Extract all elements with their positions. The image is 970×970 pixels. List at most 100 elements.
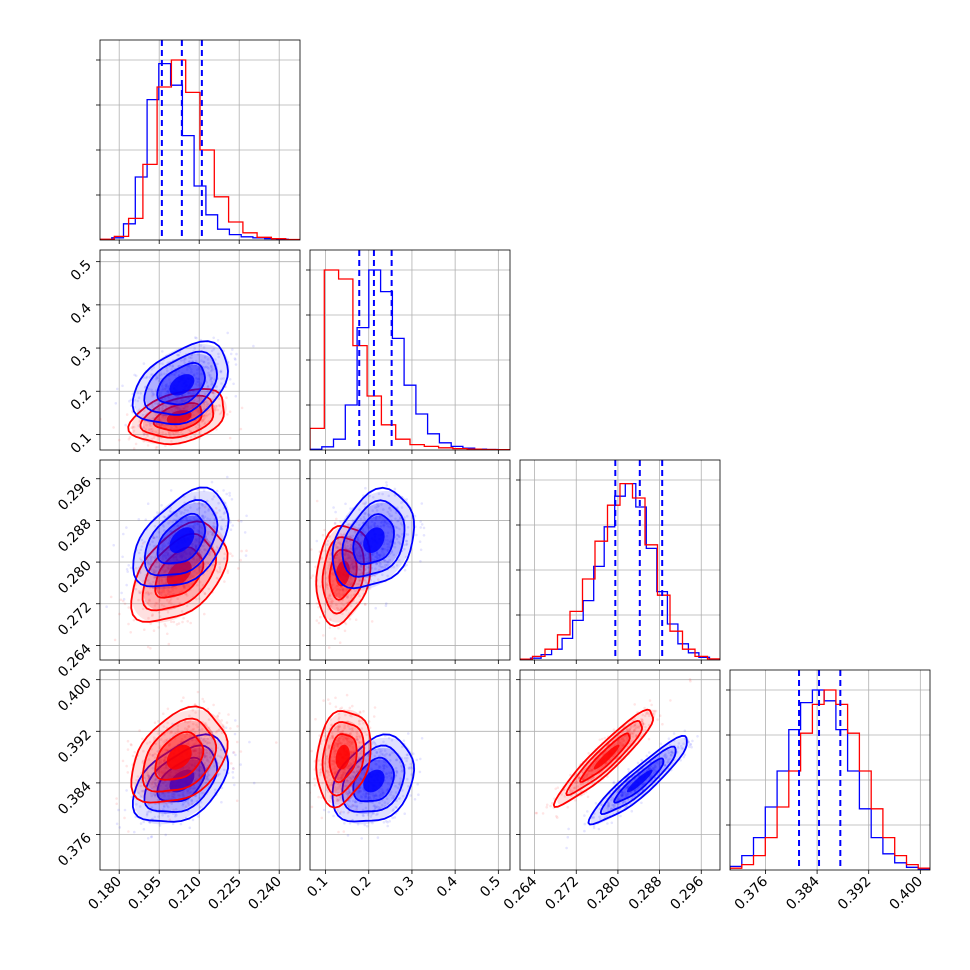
scatter-point bbox=[152, 780, 155, 784]
scatter-point bbox=[317, 605, 320, 609]
scatter-point bbox=[331, 583, 335, 586]
scatter-point bbox=[358, 722, 361, 726]
scatter-point bbox=[389, 771, 393, 775]
scatter-point bbox=[204, 537, 208, 541]
scatter-point bbox=[159, 424, 163, 427]
scatter-point bbox=[169, 431, 173, 434]
scatter-point bbox=[374, 805, 378, 809]
contour-0 bbox=[156, 756, 206, 803]
scatter-point bbox=[194, 359, 198, 363]
scatter-point bbox=[188, 791, 192, 795]
scatter-point bbox=[326, 543, 329, 546]
scatter-point bbox=[129, 743, 133, 746]
scatter-point bbox=[160, 590, 164, 593]
scatter-point bbox=[194, 753, 197, 756]
scatter-point bbox=[155, 535, 159, 539]
scatter-point bbox=[395, 537, 399, 541]
scatter-point bbox=[152, 393, 156, 396]
scatter-point bbox=[215, 511, 219, 515]
scatter-point bbox=[139, 557, 142, 560]
scatter-point bbox=[335, 554, 339, 557]
scatter-point bbox=[146, 773, 150, 777]
scatter-point bbox=[381, 794, 384, 798]
scatter-point bbox=[352, 775, 355, 779]
scatter-point bbox=[367, 526, 371, 529]
scatter-point bbox=[346, 779, 350, 783]
scatter-point bbox=[325, 582, 328, 585]
x-tick-label: 0.195 bbox=[125, 874, 165, 914]
contour-1 bbox=[328, 548, 358, 601]
scatter-point bbox=[377, 553, 381, 557]
scatter-point bbox=[178, 602, 181, 605]
scatter-point bbox=[184, 517, 188, 520]
scatter-point bbox=[647, 737, 651, 741]
scatter-point bbox=[144, 518, 148, 521]
scatter-point bbox=[201, 514, 204, 518]
scatter-point bbox=[161, 544, 164, 547]
scatter-point bbox=[355, 813, 359, 817]
scatter-point bbox=[379, 521, 383, 524]
scatter-point bbox=[219, 370, 222, 373]
scatter-point bbox=[348, 554, 352, 558]
panel-frame bbox=[99, 39, 301, 241]
scatter-point bbox=[347, 560, 350, 564]
panel-content bbox=[105, 475, 248, 650]
scatter-point bbox=[211, 391, 214, 395]
scatter-point bbox=[210, 731, 214, 734]
scatter-point bbox=[151, 405, 154, 408]
scatter-point bbox=[208, 375, 212, 379]
scatter-point bbox=[188, 826, 192, 830]
scatter-point bbox=[216, 715, 220, 718]
scatter-point bbox=[413, 798, 417, 801]
scatter-point bbox=[164, 593, 167, 597]
scatter-point bbox=[341, 773, 345, 777]
scatter-point bbox=[143, 540, 146, 544]
scatter-point bbox=[184, 357, 187, 361]
scatter-point bbox=[182, 551, 186, 555]
scatter-point bbox=[350, 562, 354, 566]
scatter-point bbox=[346, 595, 349, 599]
scatter-point bbox=[200, 791, 203, 795]
scatter-point bbox=[368, 587, 372, 590]
scatter-point bbox=[174, 518, 178, 522]
scatter-point bbox=[393, 494, 397, 497]
scatter-point bbox=[196, 557, 199, 561]
scatter-point bbox=[364, 806, 368, 810]
scatter-point bbox=[395, 799, 399, 803]
scatter-point bbox=[168, 797, 171, 801]
scatter-point bbox=[379, 565, 383, 569]
scatter-point bbox=[203, 366, 207, 369]
scatter-point bbox=[164, 386, 168, 389]
scatter-point bbox=[212, 390, 215, 394]
scatter-point bbox=[212, 391, 215, 394]
scatter-point bbox=[233, 732, 237, 736]
scatter-point bbox=[162, 554, 165, 557]
scatter-point bbox=[165, 383, 168, 386]
scatter-point bbox=[370, 742, 374, 745]
scatter-point bbox=[188, 714, 191, 717]
histogram-step-1 bbox=[310, 269, 510, 450]
scatter-point bbox=[376, 505, 379, 509]
scatter-point bbox=[228, 494, 231, 497]
scatter-point bbox=[203, 548, 207, 551]
scatter-point bbox=[385, 522, 389, 525]
scatter-point bbox=[205, 381, 208, 384]
scatter-point bbox=[346, 541, 349, 544]
scatter-point bbox=[336, 729, 340, 733]
scatter-point bbox=[166, 361, 170, 365]
scatter-point bbox=[342, 603, 345, 607]
scatter-point bbox=[162, 725, 166, 728]
scatter-point bbox=[206, 499, 209, 503]
scatter-point bbox=[191, 404, 195, 407]
density-fill-0 bbox=[363, 527, 385, 554]
scatter-point bbox=[198, 774, 202, 777]
scatter-point bbox=[150, 794, 153, 798]
scatter-point bbox=[151, 614, 154, 618]
scatter-point bbox=[127, 606, 130, 609]
scatter-point bbox=[331, 573, 335, 576]
scatter-point bbox=[168, 773, 171, 777]
scatter-point bbox=[354, 618, 358, 621]
scatter-point bbox=[217, 729, 221, 732]
scatter-point bbox=[189, 735, 192, 738]
scatter-point bbox=[147, 593, 150, 596]
